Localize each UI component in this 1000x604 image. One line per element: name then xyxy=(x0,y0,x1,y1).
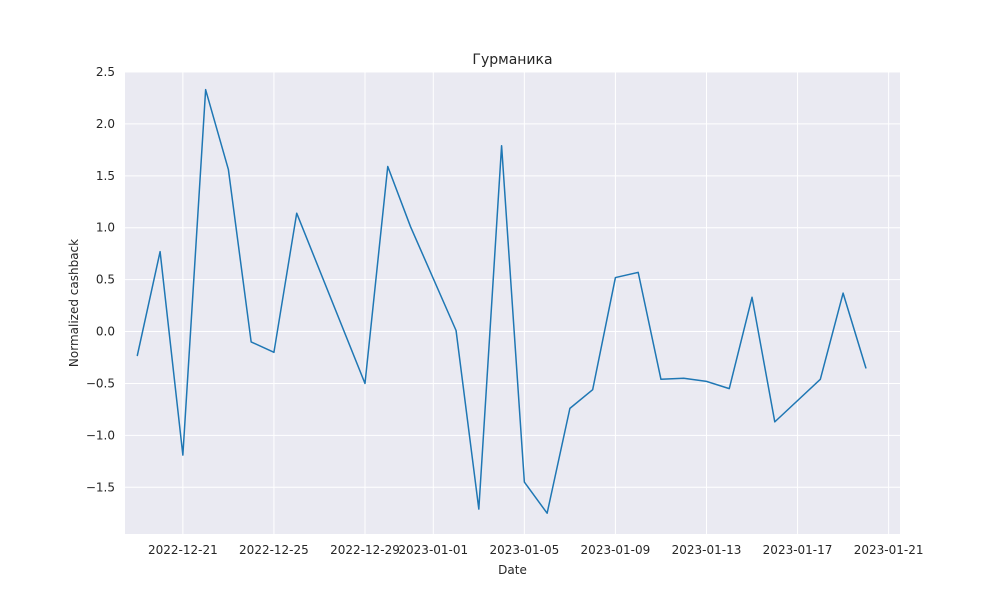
x-tick-label: 2022-12-29 xyxy=(330,543,400,557)
y-axis-label: Normalized cashback xyxy=(67,239,81,367)
y-tick-label: 0.0 xyxy=(96,325,115,339)
y-tick-label: 1.0 xyxy=(96,221,115,235)
x-tick-label: 2023-01-13 xyxy=(672,543,742,557)
series-line-0 xyxy=(136,88,867,514)
grid xyxy=(125,71,900,534)
x-tick-label: 2023-01-17 xyxy=(763,543,833,557)
y-axis-ticks: −1.5 −1.0 −0.5 0.0 0.5 1.0 1.5 2.0 2.5 xyxy=(86,65,115,494)
x-tick-label: 2023-01-01 xyxy=(398,543,468,557)
series-layer xyxy=(136,88,867,514)
x-axis-ticks: 2022-12-21 2022-12-25 2022-12-292023-01-01… xyxy=(148,543,924,557)
x-tick-label: 2022-12-25 xyxy=(239,543,309,557)
y-tick-label: −0.5 xyxy=(86,376,115,390)
y-tick-label: 0.5 xyxy=(96,273,115,287)
y-tick-label: −1.0 xyxy=(86,428,115,442)
chart-title: Гурманика xyxy=(472,52,552,68)
x-tick-label: 2023-01-09 xyxy=(581,543,651,557)
y-tick-label: 1.5 xyxy=(96,169,115,183)
y-tick-label: 2.0 xyxy=(96,117,115,131)
y-tick-label: 2.5 xyxy=(96,65,115,79)
x-tick-label: 2022-12-21 xyxy=(148,543,218,557)
x-tick-label: 2023-01-21 xyxy=(854,543,924,557)
x-tick-label: 2023-01-05 xyxy=(489,543,559,557)
x-axis-label: Date xyxy=(498,563,527,577)
y-tick-label: −1.5 xyxy=(86,480,115,494)
